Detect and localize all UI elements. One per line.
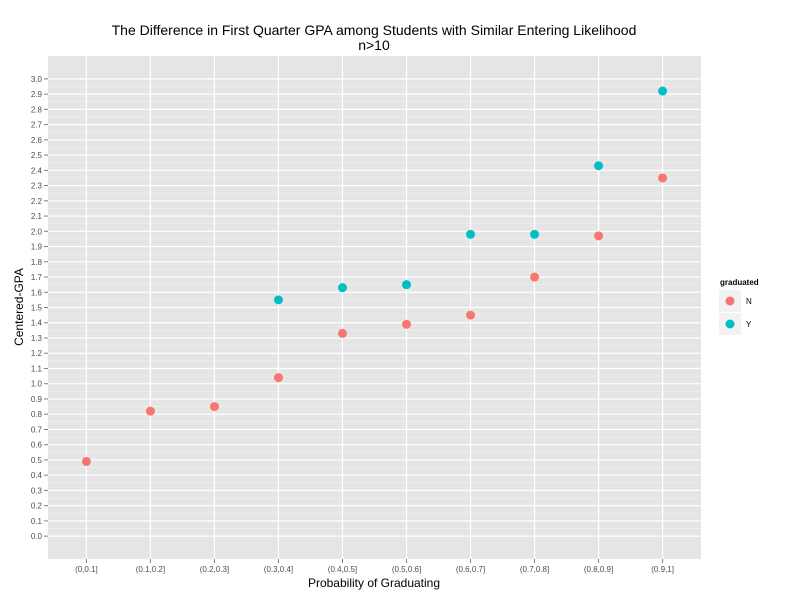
y-tick-label: 1.9 (31, 243, 43, 252)
y-tick-label: 2.1 (31, 212, 43, 221)
y-tick-label: 1.7 (31, 273, 43, 282)
data-point-y (530, 229, 540, 239)
data-point-n (273, 373, 283, 383)
y-tick-label: 2.3 (31, 182, 43, 191)
chart-subtitle: n>10 (358, 37, 390, 53)
legend-label: Y (746, 320, 752, 329)
y-tick-label: 0.5 (31, 456, 43, 465)
y-tick-label: 0.3 (31, 486, 43, 495)
x-tick-label: (0.5,0.6] (392, 565, 421, 574)
y-tick-label: 2.4 (31, 166, 43, 175)
x-tick-label: (0.6,0.7] (456, 565, 485, 574)
data-point-y (273, 295, 283, 305)
y-tick-label: 1.4 (31, 319, 43, 328)
y-tick-label: 2.5 (31, 151, 43, 160)
y-tick-label: 0.1 (31, 517, 43, 526)
data-point-n (145, 406, 155, 416)
y-tick-label: 1.5 (31, 304, 43, 313)
x-tick-label: (0.1,0.2] (136, 565, 165, 574)
y-tick-label: 1.0 (31, 380, 43, 389)
legend-label: N (746, 297, 752, 306)
x-tick-label: (0.8,0.9] (584, 565, 613, 574)
y-tick-label: 1.1 (31, 364, 43, 373)
y-tick-label: 0.0 (31, 532, 43, 541)
data-point-n (466, 310, 476, 320)
y-tick-label: 0.8 (31, 410, 43, 419)
x-axis-title: Probability of Graduating (308, 576, 440, 590)
grid-lines (48, 56, 701, 559)
x-tick-label: (0.9,1] (651, 565, 674, 574)
data-point-n (402, 319, 412, 329)
y-tick-label: 2.2 (31, 197, 43, 206)
data-point-y (594, 161, 604, 171)
data-point-n (81, 456, 91, 466)
legend-key-n (725, 296, 735, 306)
data-point-n (594, 231, 604, 241)
y-tick-label: 1.8 (31, 258, 43, 267)
y-tick-label: 3.0 (31, 75, 43, 84)
legend-key-y (725, 319, 735, 329)
y-axis-title: Centered-GPA (12, 268, 26, 346)
data-point-n (209, 402, 219, 412)
x-tick-label: (0.7,0.8] (520, 565, 549, 574)
y-tick-label: 0.7 (31, 425, 43, 434)
y-tick-label: 0.2 (31, 502, 43, 511)
data-points (81, 86, 668, 466)
y-tick-label: 0.6 (31, 441, 43, 450)
y-tick-label: 2.7 (31, 121, 43, 130)
y-tick-label: 0.9 (31, 395, 43, 404)
x-tick-label: (0,0.1] (75, 565, 98, 574)
chart-title: The Difference in First Quarter GPA amon… (112, 22, 637, 38)
legend: graduated N Y (719, 278, 759, 335)
y-tick-label: 2.9 (31, 90, 43, 99)
data-point-n (530, 272, 540, 282)
data-point-y (466, 229, 476, 239)
legend-title: graduated (720, 278, 759, 287)
y-axis-ticks: 0.0 0.1 0.2 0.3 0.4 0.5 0.6 0.7 0.8 0.9 1.0 1.1 1.2 1… (31, 75, 48, 541)
x-tick-label: (0.3,0.4] (264, 565, 293, 574)
y-tick-label: 1.6 (31, 288, 43, 297)
x-axis-ticks: (0,0.1] (0.1,0.2] (0.2,0.3] (0.3,0.4] (0.4,0… (75, 559, 674, 574)
y-tick-label: 2.0 (31, 227, 43, 236)
y-tick-label: 2.8 (31, 105, 43, 114)
y-tick-label: 1.3 (31, 334, 43, 343)
y-tick-label: 0.4 (31, 471, 43, 480)
data-point-y (337, 283, 347, 293)
y-tick-label: 1.2 (31, 349, 43, 358)
x-tick-label: (0.4,0.5] (328, 565, 357, 574)
data-point-y (658, 86, 668, 96)
x-tick-label: (0.2,0.3] (200, 565, 229, 574)
data-point-y (402, 280, 412, 290)
data-point-n (658, 173, 668, 183)
y-tick-label: 2.6 (31, 136, 43, 145)
data-point-n (337, 328, 347, 338)
